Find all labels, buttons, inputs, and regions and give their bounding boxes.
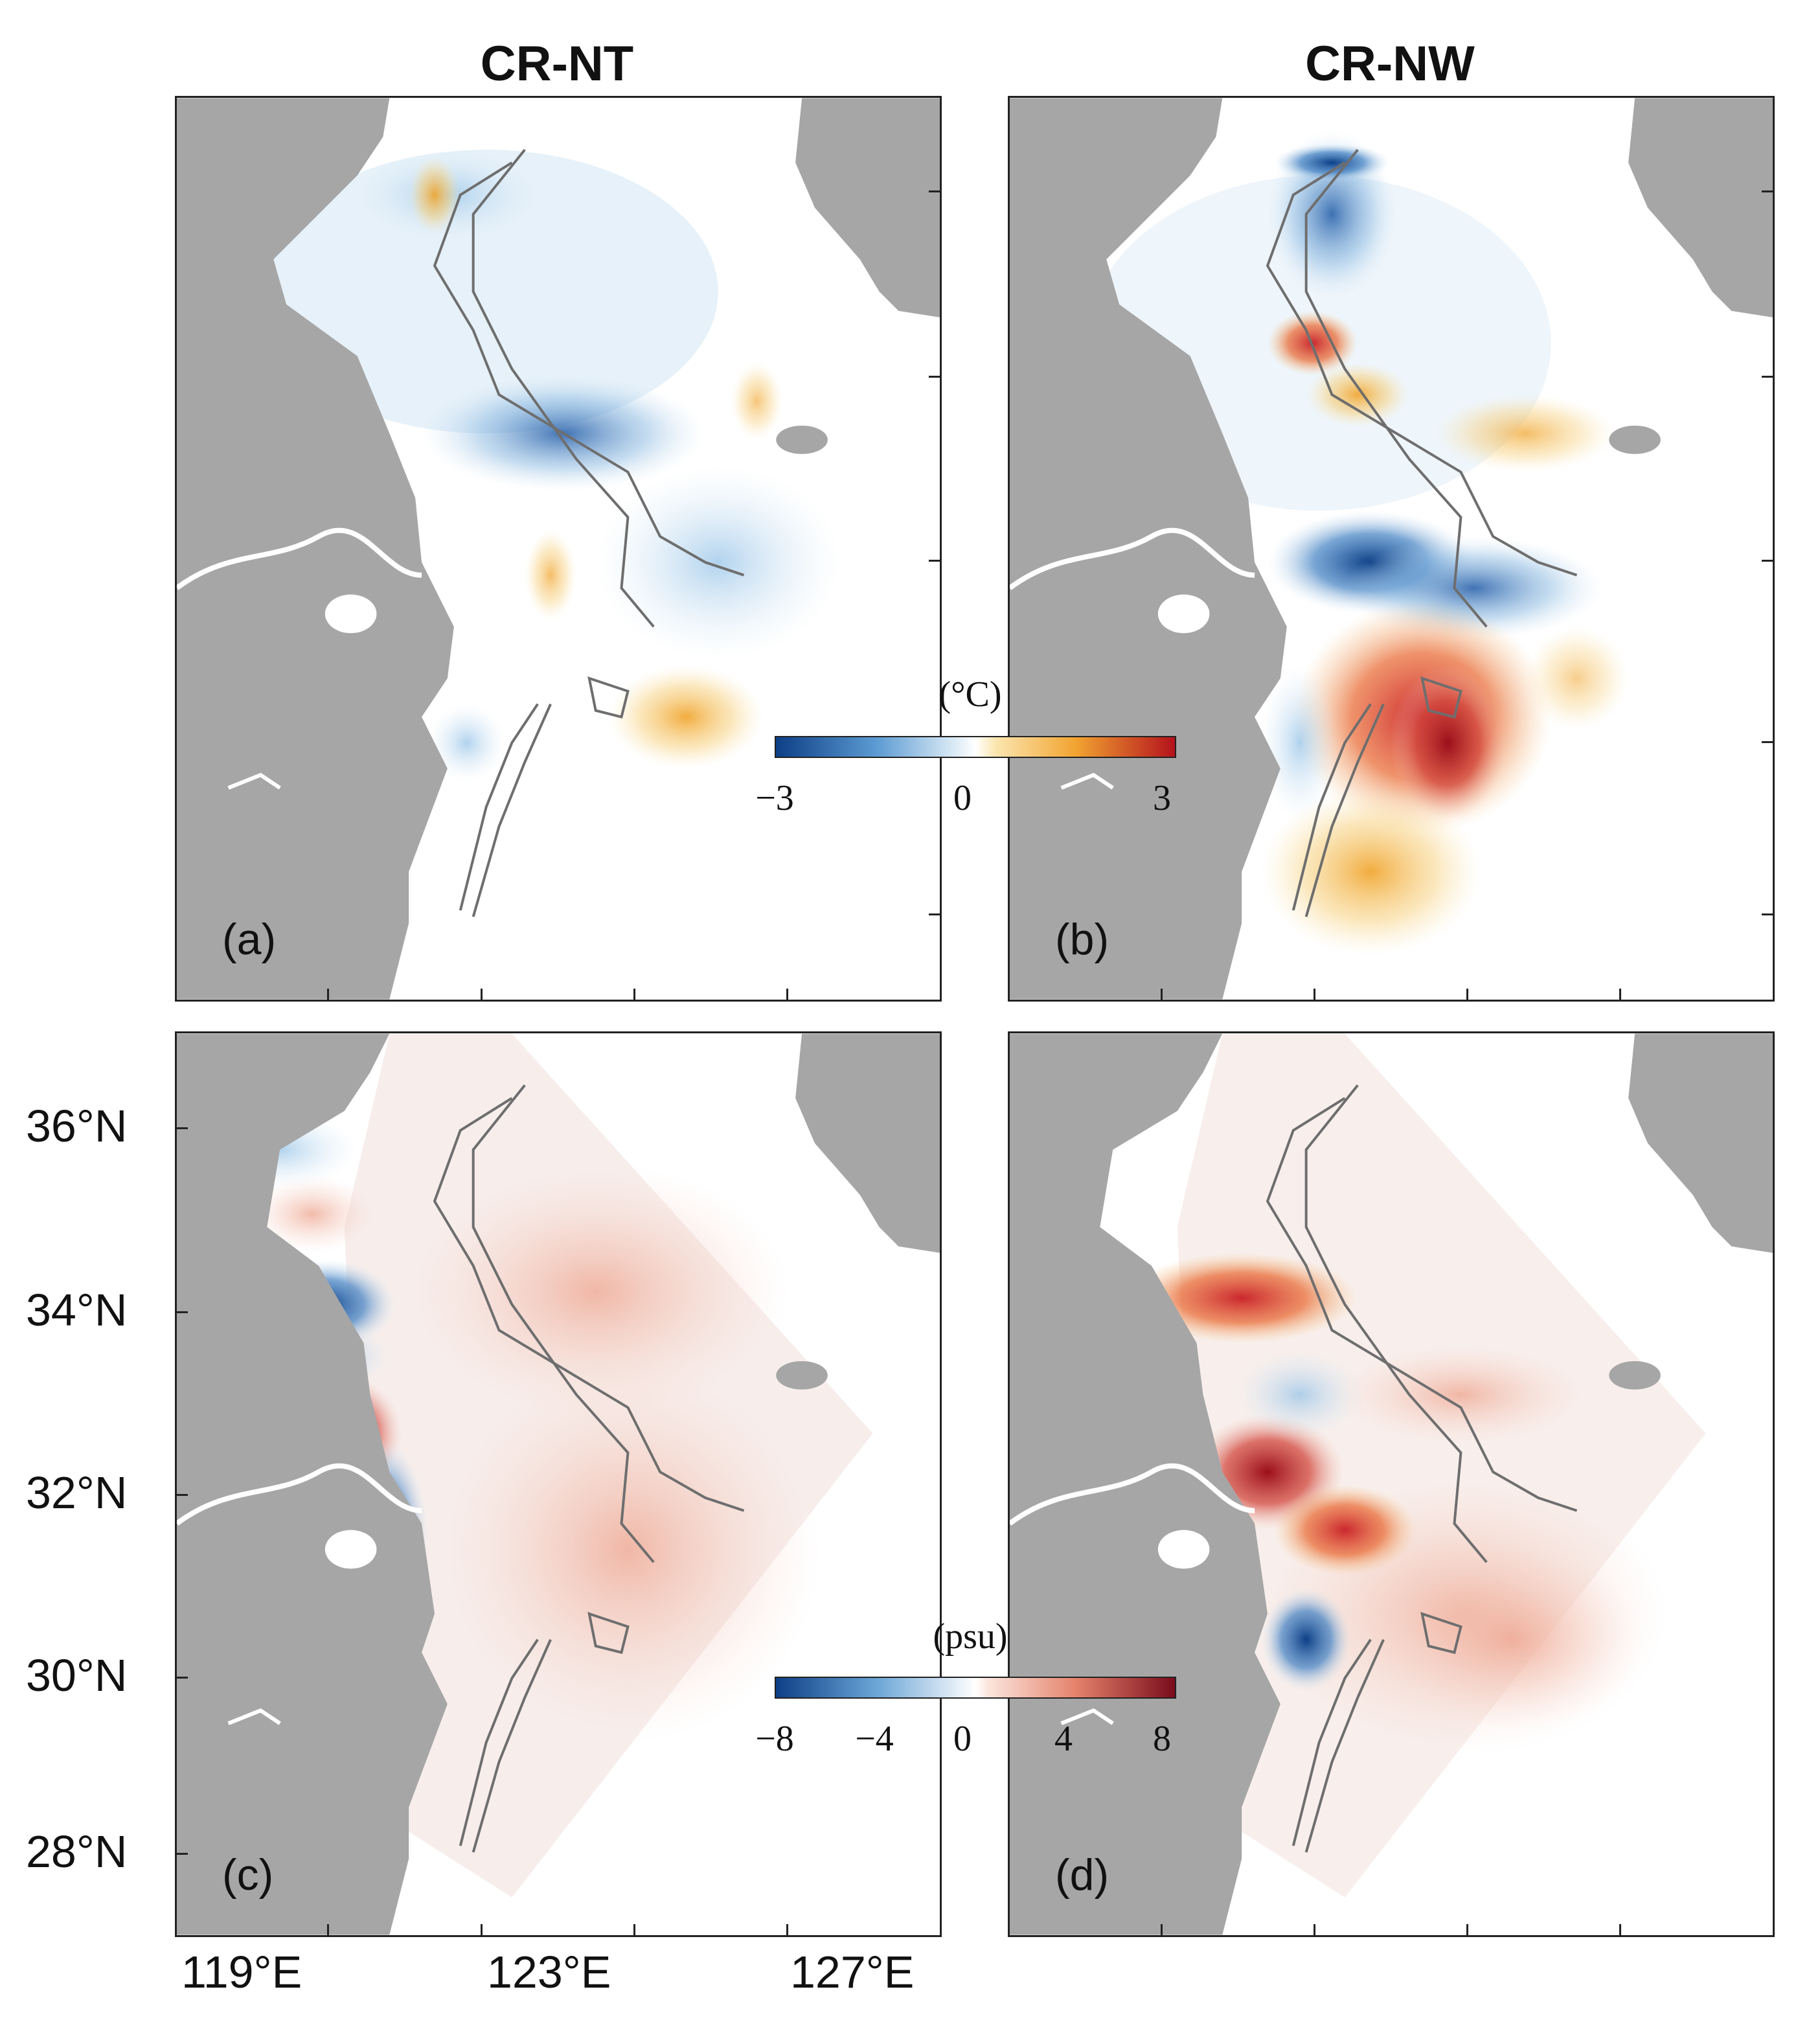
lat-label-32n: 32°N (26, 1467, 128, 1518)
island-jeju-b (1609, 425, 1661, 454)
panel-c-salinity-cr-nt: (c) (175, 1031, 942, 1937)
island-jeju-a (776, 425, 828, 454)
isobath-contours-d (1266, 1084, 1578, 1853)
land-china-c (177, 1033, 448, 1935)
panel-d-salinity-cr-nw: (d) (1008, 1031, 1775, 1937)
map-b (1010, 98, 1773, 1000)
colorbar-temp-unit: (°C) (938, 674, 1002, 715)
lon-label-127e: 127°E (790, 1947, 915, 1997)
colorbar-salt-tick-p4: 4 (1054, 1719, 1073, 1759)
colorbar-salt-tick-p8: 8 (1153, 1719, 1171, 1759)
temp-anomaly-field-b (1087, 130, 1629, 956)
land-china-d (1010, 1033, 1280, 1935)
colorbar-temp-tick-min: −3 (755, 778, 794, 818)
isobath-contours-c (433, 1084, 745, 1853)
title-cr-nw: CR-NW (1305, 36, 1475, 91)
island-jeju-c (776, 1360, 828, 1390)
colorbar-salt-tick-m8: −8 (755, 1719, 794, 1759)
lat-label-28n: 28°N (26, 1826, 128, 1877)
land-korea-a (795, 98, 940, 317)
colorbar-salt (775, 1677, 1176, 1699)
map-a (177, 98, 940, 1000)
land-korea-c (795, 1033, 940, 1253)
isobath-contours-b (1266, 148, 1578, 917)
lat-label-36n: 36°N (26, 1101, 128, 1151)
colorbar-temp-tick-max: 3 (1153, 778, 1171, 818)
colorbar-salt-tick-0: 0 (953, 1719, 972, 1759)
title-cr-nt: CR-NT (480, 36, 634, 91)
panel-a-temperature-cr-nt: (a) (175, 96, 942, 1002)
map-c (177, 1033, 940, 1935)
lat-label-34n: 34°N (26, 1285, 128, 1335)
salinity-anomaly-field-d (1126, 1033, 1706, 1898)
land-korea-b (1628, 98, 1773, 317)
land-korea-d (1628, 1033, 1773, 1253)
colorbar-temp-tick-zero: 0 (953, 778, 972, 818)
panel-label-b: (b) (1055, 915, 1109, 964)
panel-label-a: (a) (222, 915, 277, 964)
temp-anomaly-field-a (254, 150, 841, 782)
lon-label-119e: 119°E (181, 1947, 302, 1997)
lon-label-123e: 123°E (487, 1947, 611, 1997)
lat-label-30n: 30°N (26, 1650, 128, 1701)
panel-label-d: (d) (1055, 1850, 1109, 1899)
panel-b-temperature-cr-nw: (b) (1008, 96, 1775, 1002)
panel-label-c: (c) (222, 1850, 274, 1899)
isobath-contours-a (433, 148, 745, 917)
land-china-a (177, 98, 454, 1000)
colorbar-salt-unit: (psu) (933, 1616, 1008, 1657)
land-china-b (1010, 98, 1287, 1000)
colorbar-temp (775, 736, 1176, 758)
map-d (1010, 1033, 1773, 1935)
colorbar-salt-tick-m4: −4 (855, 1719, 894, 1759)
island-jeju-d (1609, 1360, 1661, 1390)
